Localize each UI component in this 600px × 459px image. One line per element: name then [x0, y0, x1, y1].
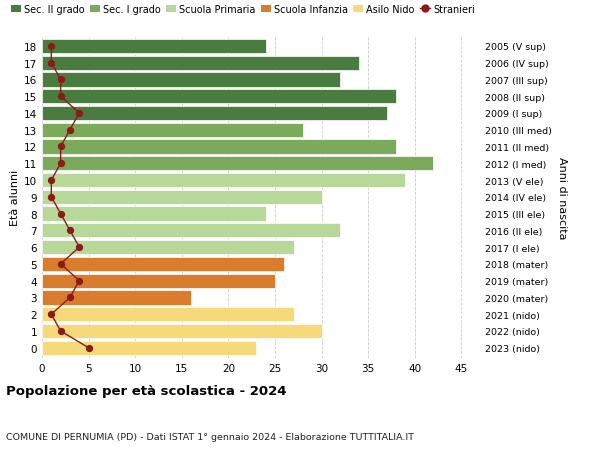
Bar [42, 123, 303, 138]
Bar [42, 73, 340, 87]
Point [56, 144, 65, 151]
Y-axis label: Età alunni: Età alunni [10, 169, 20, 225]
Point [56, 77, 65, 84]
Point [47, 194, 56, 201]
Bar [42, 207, 266, 221]
Bar [42, 324, 322, 338]
Bar [42, 241, 293, 255]
Bar [42, 90, 396, 104]
Bar [42, 224, 340, 238]
Point [56, 93, 65, 101]
Y-axis label: Anni di nascita: Anni di nascita [557, 156, 567, 239]
Point [47, 60, 56, 67]
Bar [42, 39, 266, 54]
Bar [42, 308, 293, 322]
Point [56, 210, 65, 218]
Point [56, 160, 65, 168]
Legend: Sec. II grado, Sec. I grado, Scuola Primaria, Scuola Infanzia, Asilo Nido, Stran: Sec. II grado, Sec. I grado, Scuola Prim… [11, 5, 475, 15]
Bar [42, 140, 396, 154]
Bar [42, 291, 191, 305]
Bar [42, 174, 406, 188]
Bar [42, 190, 322, 204]
Bar [42, 157, 433, 171]
Bar [42, 56, 359, 71]
Point [74, 277, 84, 285]
Point [74, 244, 84, 251]
Point [65, 227, 75, 235]
Bar [42, 341, 256, 355]
Point [84, 344, 94, 352]
Point [65, 127, 75, 134]
Point [47, 43, 56, 50]
Point [47, 311, 56, 318]
Bar [42, 257, 284, 271]
Point [74, 110, 84, 118]
Point [56, 328, 65, 335]
Text: Popolazione per età scolastica - 2024: Popolazione per età scolastica - 2024 [6, 384, 287, 397]
Point [47, 177, 56, 185]
Text: COMUNE DI PERNUMIA (PD) - Dati ISTAT 1° gennaio 2024 - Elaborazione TUTTITALIA.I: COMUNE DI PERNUMIA (PD) - Dati ISTAT 1° … [6, 431, 414, 441]
Point [56, 261, 65, 268]
Point [65, 294, 75, 302]
Bar [42, 106, 387, 121]
Bar [42, 274, 275, 288]
